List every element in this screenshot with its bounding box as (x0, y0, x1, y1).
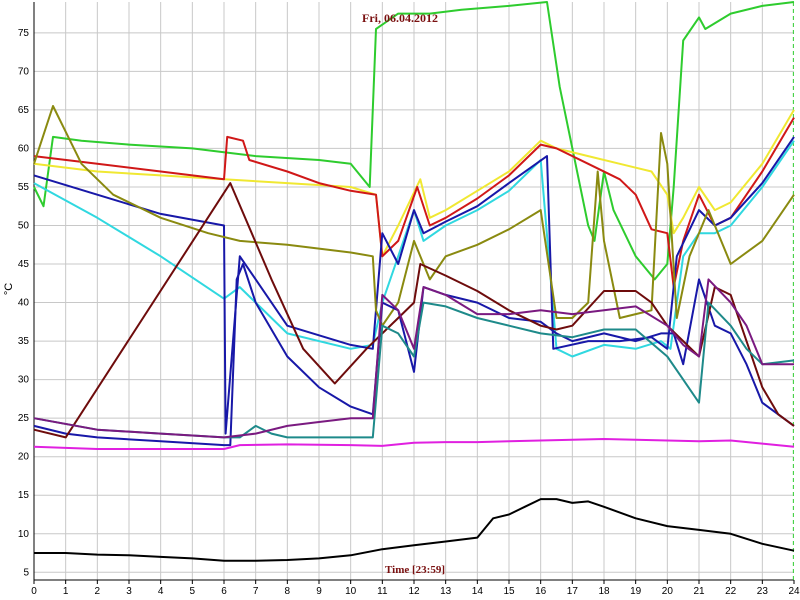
y-tick-label: 25 (18, 413, 30, 424)
x-tick-label: 21 (693, 586, 705, 597)
x-tick-label: 14 (472, 586, 484, 597)
y-axis-label: °C (3, 283, 15, 295)
x-tick-label: 9 (316, 586, 322, 597)
x-tick-label: 24 (788, 586, 800, 597)
series-line-9 (33, 301, 795, 439)
x-axis-label: Time [23:59] (385, 564, 445, 576)
x-tick-label: 16 (535, 586, 547, 597)
y-tick-label: 60 (18, 143, 30, 154)
series-line-8 (33, 182, 795, 439)
series-line-11 (33, 438, 795, 450)
data-series (33, 1, 795, 562)
x-tick-label: 15 (503, 586, 515, 597)
series-line-1 (33, 1, 795, 281)
x-tick-label: 23 (757, 586, 769, 597)
series-line-10 (33, 278, 794, 439)
x-tick-label: 2 (95, 586, 101, 597)
x-tick-label: 0 (31, 586, 37, 597)
series-line-12 (34, 498, 795, 562)
x-tick-label: 13 (440, 586, 452, 597)
series-line-2 (33, 109, 795, 258)
y-tick-label: 30 (18, 375, 30, 386)
x-tick-label: 12 (408, 586, 420, 597)
x-tick-label: 18 (598, 586, 610, 597)
y-tick-label: 50 (18, 220, 30, 231)
x-tick-label: 19 (630, 586, 642, 597)
x-tick-label: 4 (158, 586, 164, 597)
x-tick-label: 8 (285, 586, 291, 597)
x-tick-label: 1 (63, 586, 69, 597)
grid-lines (34, 2, 794, 580)
x-tick-label: 5 (190, 586, 196, 597)
x-tick-label: 3 (126, 586, 132, 597)
x-tick-label: 10 (345, 586, 357, 597)
x-tick-label: 7 (253, 586, 259, 597)
y-tick-label: 20 (18, 452, 30, 463)
y-tick-label: 55 (18, 182, 30, 193)
y-tick-label: 40 (18, 298, 30, 309)
series-line-6 (33, 105, 795, 327)
y-tick-label: 65 (18, 105, 30, 116)
x-tick-label: 22 (725, 586, 737, 597)
y-tick-label: 75 (18, 28, 30, 39)
x-tick-label: 17 (567, 586, 579, 597)
y-tick-label: 70 (18, 66, 30, 77)
series-line-4 (33, 140, 795, 358)
y-tick-label: 15 (18, 490, 30, 501)
axes (33, 2, 795, 584)
x-tick-label: 6 (221, 586, 227, 597)
y-tick-label: 35 (18, 336, 30, 347)
x-tick-label: 11 (377, 586, 388, 597)
y-tick-label: 5 (23, 567, 29, 578)
y-tick-label: 10 (18, 529, 30, 540)
chart-title: Fri, 06.04.2012 (362, 11, 438, 25)
y-tick-label: 45 (18, 259, 30, 270)
series-line-3 (33, 117, 795, 289)
x-tick-label: 20 (662, 586, 674, 597)
